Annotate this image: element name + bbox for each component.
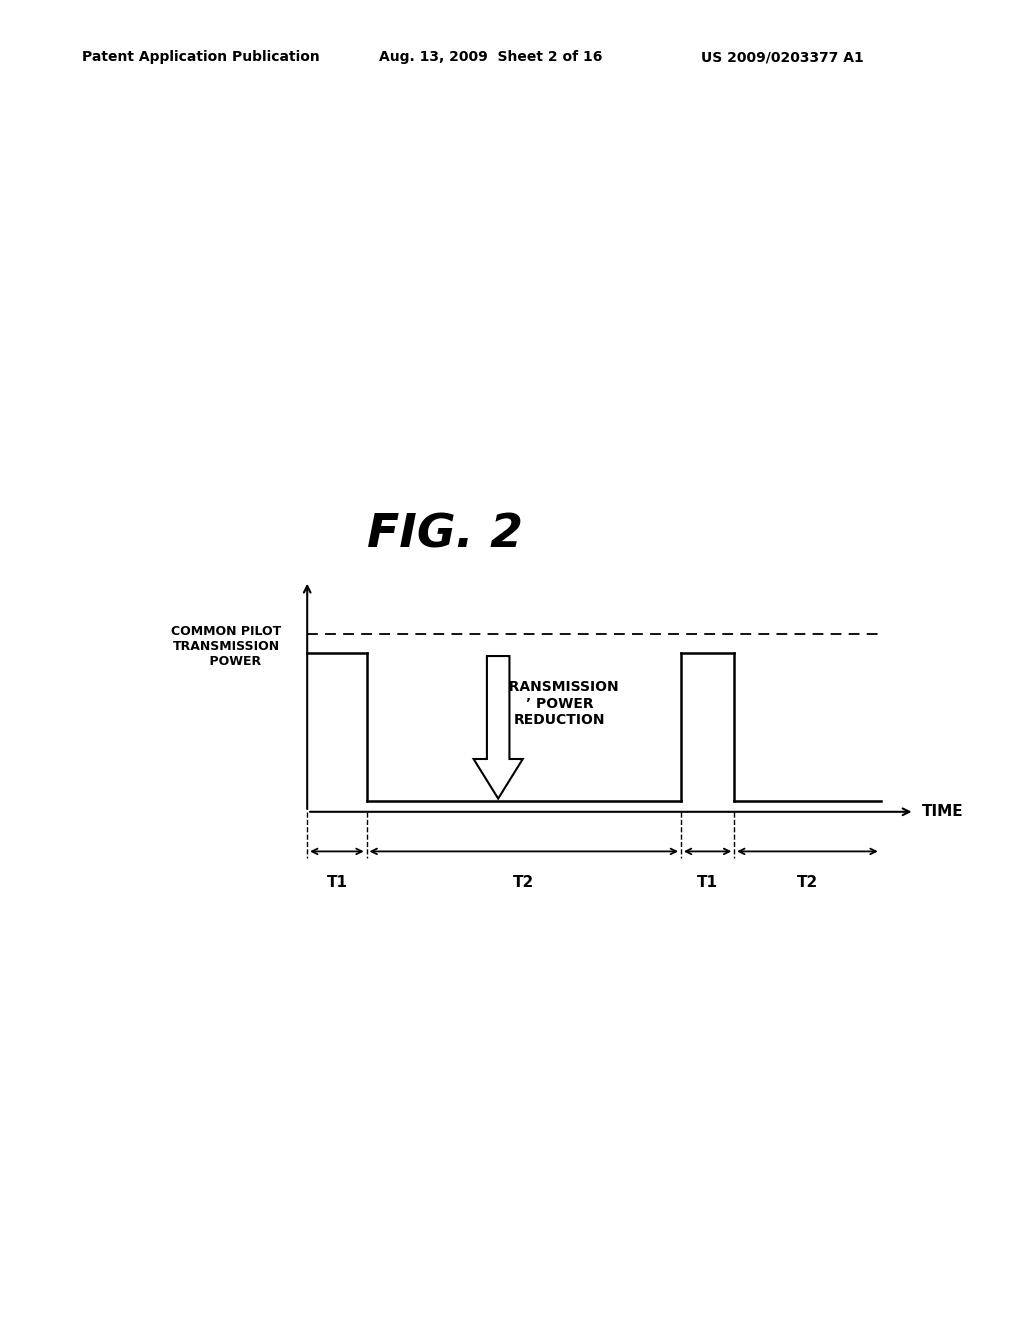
Text: TRANSMISSION
’ POWER
REDUCTION: TRANSMISSION ’ POWER REDUCTION — [500, 680, 620, 727]
Text: US 2009/0203377 A1: US 2009/0203377 A1 — [701, 50, 864, 65]
Text: T1: T1 — [697, 875, 718, 890]
Text: TIME: TIME — [922, 804, 964, 820]
Text: Aug. 13, 2009  Sheet 2 of 16: Aug. 13, 2009 Sheet 2 of 16 — [379, 50, 602, 65]
Text: T1: T1 — [327, 875, 347, 890]
Text: Patent Application Publication: Patent Application Publication — [82, 50, 319, 65]
FancyArrow shape — [473, 656, 523, 799]
Text: T2: T2 — [797, 875, 818, 890]
Text: FIG. 2: FIG. 2 — [368, 512, 523, 557]
Text: COMMON PILOT
TRANSMISSION
    POWER: COMMON PILOT TRANSMISSION POWER — [171, 626, 282, 668]
Text: T2: T2 — [513, 875, 535, 890]
